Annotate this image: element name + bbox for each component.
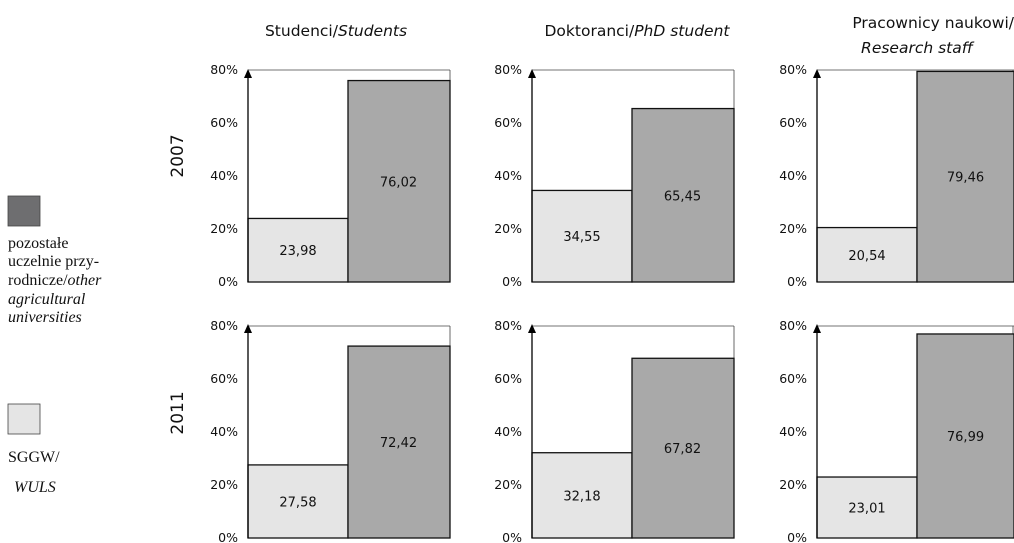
legend-text-italic: other: [68, 272, 103, 289]
column-title-2: Pracownicy naukowi/: [852, 14, 1014, 32]
y-tick-label: 20%: [779, 221, 807, 236]
value-label-other: 72,42: [380, 436, 417, 451]
bar-other: [347, 345, 451, 539]
y-tick-label: 0%: [787, 530, 807, 543]
y-tick-label: 40%: [779, 424, 807, 439]
y-tick-label: 40%: [210, 168, 238, 183]
legend-other-line-1: uczelnie przy-: [8, 253, 99, 270]
column-title-1: Doktoranci/PhD student: [545, 22, 731, 40]
y-tick-label: 60%: [494, 371, 522, 386]
bar-other: [631, 357, 735, 539]
y-tick-label: 20%: [494, 221, 522, 236]
panel-0-2: 0% 20% 40% 60% 80% 20,54 79,46: [779, 62, 1014, 289]
legend-swatch-other: [7, 195, 41, 227]
value-label-sggw: 34,55: [563, 230, 600, 245]
legend-text: rodnicze/: [8, 272, 68, 289]
column-titles: Studenci/Students Doktoranci/PhD student P…: [265, 14, 1014, 57]
value-label-sggw: 32,18: [563, 489, 600, 504]
legend-other-line-2: rodnicze/other: [8, 272, 102, 289]
y-tick-label: 20%: [210, 221, 238, 236]
bar-other: [631, 107, 735, 283]
y-axis-arrow: [244, 69, 252, 78]
y-tick-label: 20%: [494, 477, 522, 492]
value-label-other: 79,46: [947, 171, 984, 186]
legend-text: agricultural: [8, 291, 86, 308]
panel-1-2: 0% 20% 40% 60% 80% 23,01 76,99: [779, 318, 1014, 543]
value-label-other: 67,82: [664, 442, 701, 457]
column-title-2-italic: Research staff: [861, 39, 975, 57]
value-label-sggw: 20,54: [848, 249, 885, 264]
y-axis-arrow: [813, 324, 821, 333]
y-tick-label: 20%: [779, 477, 807, 492]
legend-text: pozostałe: [8, 235, 68, 252]
y-tick-label: 0%: [502, 530, 522, 543]
panel-0-0: 0% 20% 40% 60% 80% 23,98 76,02: [210, 62, 451, 289]
y-tick-label: 40%: [494, 168, 522, 183]
bar-sggw: [531, 452, 633, 539]
bar-other: [347, 79, 451, 283]
y-axis-arrow: [528, 324, 536, 333]
year-label-2011: 2011: [168, 391, 188, 434]
value-label-other: 76,99: [947, 430, 984, 445]
bar-sggw: [816, 476, 918, 539]
column-title-italic: PhD student: [634, 22, 730, 40]
y-tick-label: 40%: [779, 168, 807, 183]
value-label-other: 65,45: [664, 189, 701, 204]
legend-swatch-sggw: [7, 403, 41, 435]
legend-text: uczelnie przy-: [8, 253, 99, 270]
panel-1-1: 0% 20% 40% 60% 80% 32,18 67,82: [494, 318, 735, 543]
legend-sggw-line-0: SGGW/: [8, 449, 60, 466]
y-tick-label: 0%: [787, 274, 807, 289]
column-title-0: Studenci/Students: [265, 22, 407, 40]
legend-sggw-line-1: WULS: [14, 479, 56, 496]
y-tick-label: 80%: [779, 62, 807, 77]
y-tick-label: 80%: [494, 62, 522, 77]
legend-other-line-3: agricultural: [8, 291, 86, 308]
y-tick-label: 60%: [210, 115, 238, 130]
legend-other-line-0: pozostałe: [8, 235, 68, 252]
panel-0-1: 0% 20% 40% 60% 80% 34,55 65,45: [494, 62, 735, 289]
y-tick-label: 60%: [210, 371, 238, 386]
y-tick-label: 40%: [210, 424, 238, 439]
y-tick-label: 20%: [210, 477, 238, 492]
row-year-labels: 2007 2011: [168, 134, 188, 434]
value-label-sggw: 27,58: [279, 495, 316, 510]
y-tick-label: 60%: [779, 115, 807, 130]
year-label-2007: 2007: [168, 134, 188, 177]
bar-other: [916, 70, 1014, 283]
column-title-plain: Studenci/: [265, 22, 339, 40]
y-tick-label: 80%: [210, 62, 238, 77]
y-tick-label: 80%: [494, 318, 522, 333]
column-title-plain: Doktoranci/: [545, 22, 635, 40]
chart-panels: 0% 20% 40% 60% 80% 23,98 76,02 0% 20% 40% 60% 80% 34…: [210, 62, 1014, 543]
value-label-sggw: 23,98: [279, 244, 316, 259]
legend-other-line-4: universities: [8, 309, 82, 326]
y-tick-label: 40%: [494, 424, 522, 439]
bar-other: [916, 333, 1014, 539]
y-axis-arrow: [244, 324, 252, 333]
y-tick-label: 0%: [218, 530, 238, 543]
legend-text: universities: [8, 309, 82, 326]
y-tick-label: 80%: [210, 318, 238, 333]
bar-sggw: [247, 464, 349, 539]
y-tick-label: 60%: [779, 371, 807, 386]
y-tick-label: 0%: [218, 274, 238, 289]
column-title-italic: Students: [338, 22, 407, 40]
value-label-sggw: 23,01: [848, 502, 885, 517]
y-axis-arrow: [813, 69, 821, 78]
y-tick-label: 80%: [779, 318, 807, 333]
y-axis-arrow: [528, 69, 536, 78]
y-tick-label: 0%: [502, 274, 522, 289]
panel-1-0: 0% 20% 40% 60% 80% 27,58 72,42: [210, 318, 451, 543]
value-label-other: 76,02: [380, 175, 417, 190]
y-tick-label: 60%: [494, 115, 522, 130]
